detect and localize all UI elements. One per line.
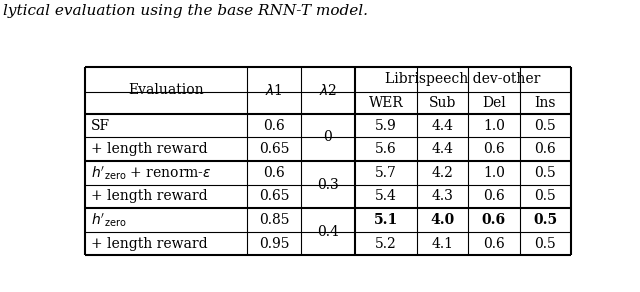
Text: 0.5: 0.5 — [534, 166, 556, 180]
Text: $h'_{\rm zero}$ + renorm-$\epsilon$: $h'_{\rm zero}$ + renorm-$\epsilon$ — [91, 164, 211, 182]
Text: 0.85: 0.85 — [259, 213, 289, 227]
Text: 5.9: 5.9 — [375, 119, 397, 133]
Text: $\lambda$1: $\lambda$1 — [265, 83, 283, 98]
Text: Sub: Sub — [429, 96, 456, 110]
Text: 0.5: 0.5 — [534, 190, 556, 203]
Text: Del: Del — [482, 96, 506, 110]
Text: 0.65: 0.65 — [259, 142, 289, 156]
Text: 0.6: 0.6 — [263, 166, 285, 180]
Text: 0.5: 0.5 — [533, 213, 557, 227]
Text: 4.2: 4.2 — [431, 166, 453, 180]
Text: + length reward: + length reward — [91, 142, 207, 156]
Text: Ins: Ins — [534, 96, 556, 110]
Text: lytical evaluation using the base RNN-T model.: lytical evaluation using the base RNN-T … — [3, 4, 368, 18]
Text: 4.3: 4.3 — [431, 190, 453, 203]
Text: $h'_{\rm zero}$: $h'_{\rm zero}$ — [91, 211, 127, 229]
Text: 5.4: 5.4 — [375, 190, 397, 203]
Text: 4.4: 4.4 — [431, 119, 454, 133]
Text: 1.0: 1.0 — [483, 119, 505, 133]
Text: 0.6: 0.6 — [263, 119, 285, 133]
Text: 5.2: 5.2 — [375, 237, 397, 251]
Text: 0.6: 0.6 — [483, 142, 505, 156]
Text: 0.6: 0.6 — [483, 237, 505, 251]
Text: 0.65: 0.65 — [259, 190, 289, 203]
Text: 5.6: 5.6 — [375, 142, 397, 156]
Text: 0: 0 — [324, 130, 332, 144]
Text: 4.0: 4.0 — [430, 213, 454, 227]
Text: $\lambda$2: $\lambda$2 — [319, 83, 337, 98]
Text: 1.0: 1.0 — [483, 166, 505, 180]
Text: 0.5: 0.5 — [534, 119, 556, 133]
Text: 0.6: 0.6 — [534, 142, 556, 156]
Text: SF: SF — [91, 119, 110, 133]
Text: 5.7: 5.7 — [375, 166, 397, 180]
Text: 0.95: 0.95 — [259, 237, 289, 251]
Text: Evaluation: Evaluation — [128, 83, 204, 97]
Text: 0.3: 0.3 — [317, 178, 339, 192]
Text: 0.4: 0.4 — [317, 225, 339, 239]
Text: 4.1: 4.1 — [431, 237, 454, 251]
Text: Librispeech dev-other: Librispeech dev-other — [385, 72, 541, 86]
Text: WER: WER — [369, 96, 403, 110]
Text: 5.1: 5.1 — [374, 213, 398, 227]
Text: 0.5: 0.5 — [534, 237, 556, 251]
Text: + length reward: + length reward — [91, 190, 207, 203]
Text: 4.4: 4.4 — [431, 142, 454, 156]
Text: 0.6: 0.6 — [483, 190, 505, 203]
Text: + length reward: + length reward — [91, 237, 207, 251]
Text: 0.6: 0.6 — [482, 213, 506, 227]
